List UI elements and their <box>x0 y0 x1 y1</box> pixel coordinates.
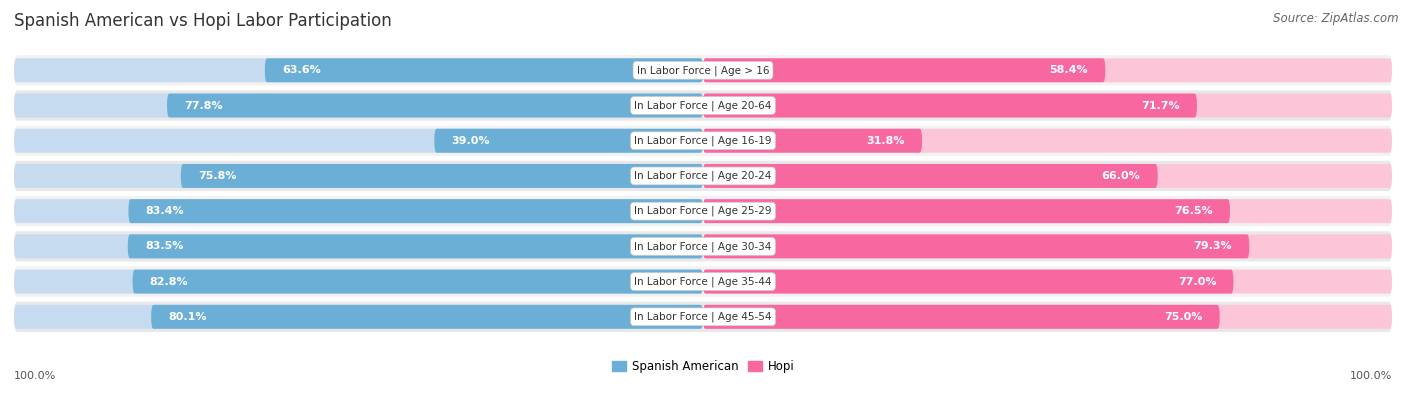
Text: 100.0%: 100.0% <box>14 371 56 381</box>
FancyBboxPatch shape <box>14 270 703 293</box>
FancyBboxPatch shape <box>703 164 1392 188</box>
FancyBboxPatch shape <box>703 270 1233 293</box>
FancyBboxPatch shape <box>703 94 1392 117</box>
Legend: Spanish American, Hopi: Spanish American, Hopi <box>607 355 799 378</box>
Text: 77.0%: 77.0% <box>1178 276 1216 287</box>
FancyBboxPatch shape <box>14 234 703 258</box>
Text: 31.8%: 31.8% <box>866 136 905 146</box>
Text: 39.0%: 39.0% <box>451 136 491 146</box>
FancyBboxPatch shape <box>703 164 1157 188</box>
FancyBboxPatch shape <box>14 231 1392 261</box>
FancyBboxPatch shape <box>703 199 1392 223</box>
FancyBboxPatch shape <box>14 55 1392 85</box>
Text: In Labor Force | Age 45-54: In Labor Force | Age 45-54 <box>634 312 772 322</box>
Text: In Labor Force | Age 30-34: In Labor Force | Age 30-34 <box>634 241 772 252</box>
FancyBboxPatch shape <box>14 161 1392 191</box>
FancyBboxPatch shape <box>132 270 703 293</box>
FancyBboxPatch shape <box>181 164 703 188</box>
FancyBboxPatch shape <box>14 94 703 117</box>
FancyBboxPatch shape <box>703 58 1392 82</box>
FancyBboxPatch shape <box>703 234 1250 258</box>
FancyBboxPatch shape <box>703 305 1219 329</box>
Text: 63.6%: 63.6% <box>283 65 321 75</box>
Text: 80.1%: 80.1% <box>169 312 207 322</box>
FancyBboxPatch shape <box>703 129 1392 153</box>
FancyBboxPatch shape <box>14 302 1392 332</box>
FancyBboxPatch shape <box>14 126 1392 156</box>
Text: 66.0%: 66.0% <box>1102 171 1140 181</box>
Text: In Labor Force | Age 20-64: In Labor Force | Age 20-64 <box>634 100 772 111</box>
Text: 79.3%: 79.3% <box>1194 241 1232 251</box>
Text: 82.8%: 82.8% <box>150 276 188 287</box>
Text: 83.4%: 83.4% <box>146 206 184 216</box>
Text: In Labor Force | Age 35-44: In Labor Force | Age 35-44 <box>634 276 772 287</box>
Text: In Labor Force | Age 16-19: In Labor Force | Age 16-19 <box>634 135 772 146</box>
FancyBboxPatch shape <box>14 164 703 188</box>
Text: 77.8%: 77.8% <box>184 100 224 111</box>
Text: Source: ZipAtlas.com: Source: ZipAtlas.com <box>1274 12 1399 25</box>
FancyBboxPatch shape <box>14 58 703 82</box>
Text: In Labor Force | Age 20-24: In Labor Force | Age 20-24 <box>634 171 772 181</box>
Text: 75.8%: 75.8% <box>198 171 236 181</box>
Text: 75.0%: 75.0% <box>1164 312 1202 322</box>
Text: 58.4%: 58.4% <box>1049 65 1088 75</box>
FancyBboxPatch shape <box>703 234 1392 258</box>
Text: Spanish American vs Hopi Labor Participation: Spanish American vs Hopi Labor Participa… <box>14 12 392 30</box>
FancyBboxPatch shape <box>703 199 1230 223</box>
FancyBboxPatch shape <box>14 199 703 223</box>
FancyBboxPatch shape <box>703 305 1392 329</box>
FancyBboxPatch shape <box>14 305 703 329</box>
Text: In Labor Force | Age > 16: In Labor Force | Age > 16 <box>637 65 769 75</box>
Text: 100.0%: 100.0% <box>1350 371 1392 381</box>
FancyBboxPatch shape <box>703 129 922 153</box>
FancyBboxPatch shape <box>128 234 703 258</box>
Text: 71.7%: 71.7% <box>1142 100 1180 111</box>
FancyBboxPatch shape <box>14 196 1392 226</box>
Text: 76.5%: 76.5% <box>1174 206 1213 216</box>
FancyBboxPatch shape <box>128 199 703 223</box>
FancyBboxPatch shape <box>703 270 1392 293</box>
FancyBboxPatch shape <box>264 58 703 82</box>
FancyBboxPatch shape <box>14 267 1392 297</box>
FancyBboxPatch shape <box>434 129 703 153</box>
FancyBboxPatch shape <box>167 94 703 117</box>
FancyBboxPatch shape <box>14 129 703 153</box>
Text: In Labor Force | Age 25-29: In Labor Force | Age 25-29 <box>634 206 772 216</box>
FancyBboxPatch shape <box>703 94 1197 117</box>
FancyBboxPatch shape <box>14 90 1392 120</box>
FancyBboxPatch shape <box>703 58 1105 82</box>
Text: 83.5%: 83.5% <box>145 241 183 251</box>
FancyBboxPatch shape <box>152 305 703 329</box>
